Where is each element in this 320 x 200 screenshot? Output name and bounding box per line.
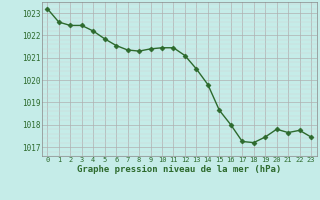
X-axis label: Graphe pression niveau de la mer (hPa): Graphe pression niveau de la mer (hPa) bbox=[77, 165, 281, 174]
